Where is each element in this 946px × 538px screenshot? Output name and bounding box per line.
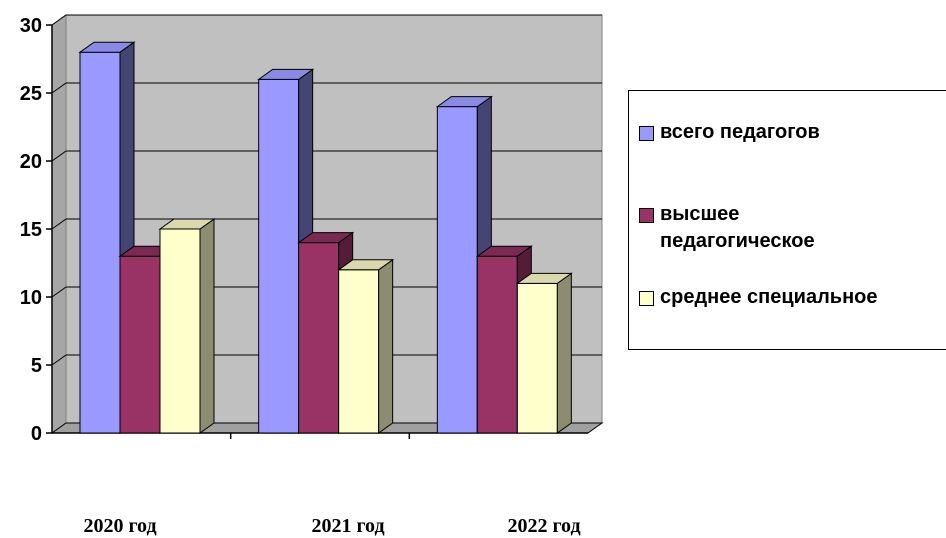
y-tick-label: 10 [20, 287, 42, 309]
bar-top [515, 272, 573, 284]
chart-bars [78, 41, 573, 434]
bar-top [158, 218, 216, 230]
bar [258, 78, 300, 434]
gridline-side [51, 14, 67, 26]
x-category-label: 2021 год [311, 515, 384, 537]
bar-top [435, 96, 493, 108]
gridline-side [51, 286, 67, 298]
x-category-label: 2022 год [507, 515, 580, 537]
y-tick-label: 0 [31, 423, 42, 445]
bar [436, 106, 478, 434]
bar [298, 242, 340, 434]
bar-top [78, 41, 136, 53]
legend-swatch-total [639, 126, 654, 141]
legend-item-total: всего педагогов [639, 119, 930, 146]
legend-swatch-higher [639, 208, 654, 223]
y-tick-label: 15 [20, 219, 42, 241]
bar [338, 269, 380, 434]
bar-side [199, 218, 215, 434]
gridline-side [51, 82, 67, 94]
bar [119, 255, 161, 434]
legend: всего педагогов высшее педагогическое ср… [628, 90, 946, 350]
x-axis-categories: 2020 год 2021 год 2022 год [83, 515, 580, 537]
bar [159, 228, 201, 434]
gridline-side [51, 150, 67, 162]
bar-top [337, 259, 395, 271]
bar-side [378, 258, 394, 434]
bar-top [297, 232, 355, 244]
legend-label-total: всего педагогов [660, 121, 820, 143]
x-category-label: 2020 год [83, 515, 156, 537]
bar-top [475, 245, 533, 257]
y-tick-label: 25 [20, 83, 42, 105]
y-tick-label: 20 [20, 151, 42, 173]
legend-item-higher: высшее педагогическое [639, 201, 820, 255]
y-tick-label: 30 [20, 15, 42, 37]
y-tick-label: 5 [31, 355, 42, 377]
y-axis-ticks: 0 5 10 15 20 25 30 [20, 15, 42, 445]
legend-swatch-secondary [639, 291, 654, 306]
legend-label-secondary: среднее специальное [660, 286, 878, 308]
gridline-side [51, 354, 67, 366]
bar [476, 255, 518, 434]
gridline-side [51, 218, 67, 230]
legend-item-secondary: среднее специальное [639, 284, 930, 311]
bar-side [556, 272, 572, 434]
bar [79, 51, 121, 434]
bar [516, 282, 558, 434]
legend-label-higher: высшее педагогическое [660, 203, 815, 252]
bar-top [257, 68, 315, 80]
